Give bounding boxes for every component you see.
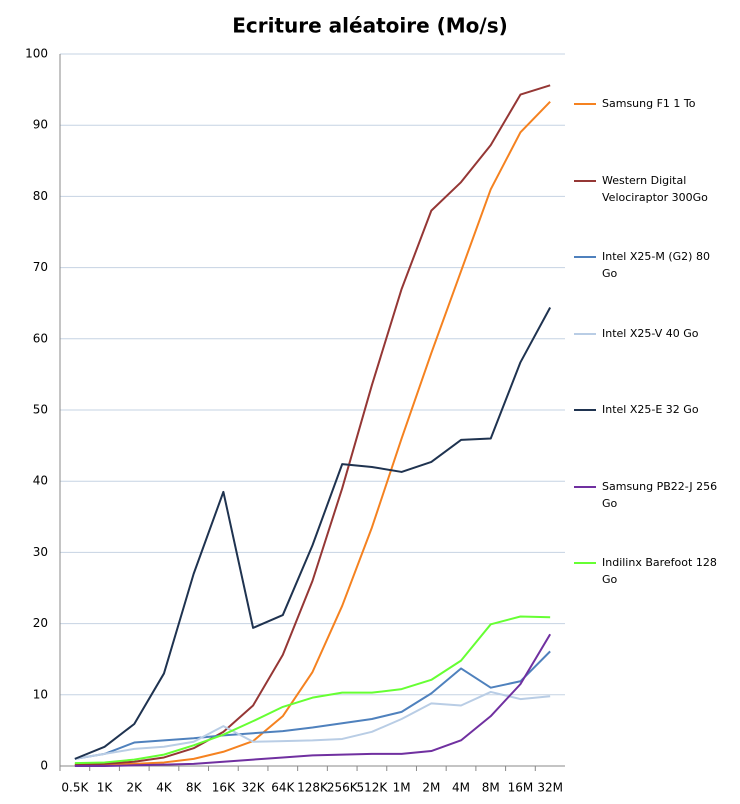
legend-key [574,256,596,258]
y-tick-label: 60 [33,331,48,345]
legend-key [574,409,596,411]
legend-item: Samsung PB22-J 256 Go [574,478,724,512]
chart-title: Ecriture aléatoire (Mo/s) [232,14,508,38]
x-tick-label: 16K [212,781,236,795]
x-tick-label: 8M [482,781,500,795]
x-tick-label: 16M [508,781,534,795]
y-tick-label: 70 [33,260,48,274]
series-line [74,615,551,765]
y-tick-label: 50 [33,403,48,417]
x-tick-label: 2K [127,781,144,795]
x-tick-label: 4M [452,781,470,795]
legend-item: Indilinx Barefoot 128 Go [574,554,724,588]
y-tick-label: 30 [33,545,48,559]
series-line [74,690,551,760]
series-line [74,84,551,766]
x-tick-label: 2M [422,781,440,795]
x-tick-label: 4K [156,781,173,795]
y-tick-label: 80 [33,189,48,203]
x-tick-label: 512K [357,781,389,795]
x-tick-label: 256K [327,781,359,795]
x-tick-label: 0.5K [61,781,89,795]
legend-item: Samsung F1 1 To [574,95,724,112]
legend-item: Intel X25-E 32 Go [574,401,724,418]
legend-label: Intel X25-E 32 Go [602,403,699,416]
legend-item: Intel X25-M (G2) 80 Go [574,248,724,282]
y-tick-label: 10 [33,687,48,701]
y-tick-label: 40 [33,474,48,488]
series-line [74,633,552,767]
y-tick-label: 20 [33,616,48,630]
series-line [74,650,551,760]
y-tick-label: 100 [25,47,48,61]
legend-item: Western Digital Velociraptor 300Go [574,172,724,206]
legend-label: Western Digital Velociraptor 300Go [602,173,708,204]
y-tick-label: 0 [40,759,48,773]
x-tick-label: 128K [297,781,329,795]
legend-key [574,103,596,105]
x-tick-label: 1K [97,781,114,795]
legend-key [574,179,596,182]
x-tick-label: 1M [393,781,411,795]
x-tick-label: 32K [242,781,266,795]
y-tick-label: 90 [33,118,48,132]
series-line [74,306,552,760]
legend-label: Samsung PB22-J 256 Go [602,479,718,510]
legend-label: Indilinx Barefoot 128 Go [602,556,717,586]
legend-label: Intel X25-M (G2) 80 Go [602,250,710,280]
legend-key [574,562,596,564]
legend-key [574,485,596,488]
legend-key [574,332,596,335]
series-line [74,101,551,767]
x-tick-label: 8K [186,781,203,795]
legend-label: Intel X25-V 40 Go [602,326,699,340]
x-tick-label: 32M [537,781,563,795]
x-tick-label: 64K [271,781,295,795]
legend-label: Samsung F1 1 To [602,97,696,110]
legend-item: Intel X25-V 40 Go [574,325,724,342]
